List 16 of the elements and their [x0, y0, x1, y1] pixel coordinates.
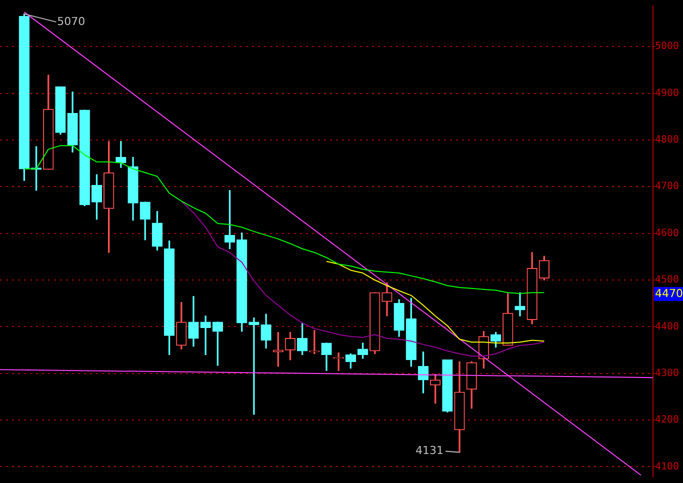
y-tick-label: 4500 [655, 274, 680, 286]
annotation: 4470 [655, 286, 683, 300]
y-tick-label: 5000 [655, 41, 680, 52]
y-tick-label: 4700 [655, 181, 680, 192]
y-tick-label: 4600 [655, 228, 680, 239]
y-tick-label: 4900 [655, 88, 680, 99]
y-tick-label: 4800 [655, 134, 680, 146]
y-tick-label: 4100 [655, 461, 680, 472]
annotation: 4131 [416, 444, 444, 458]
candlestick [116, 141, 126, 168]
candlestick [200, 316, 211, 356]
y-tick-label: 4300 [655, 368, 680, 379]
y-tick-label: 4200 [655, 414, 680, 426]
y-tick-label: 4400 [655, 321, 680, 332]
annotation: 5070 [57, 14, 86, 28]
candlestick [248, 317, 260, 415]
